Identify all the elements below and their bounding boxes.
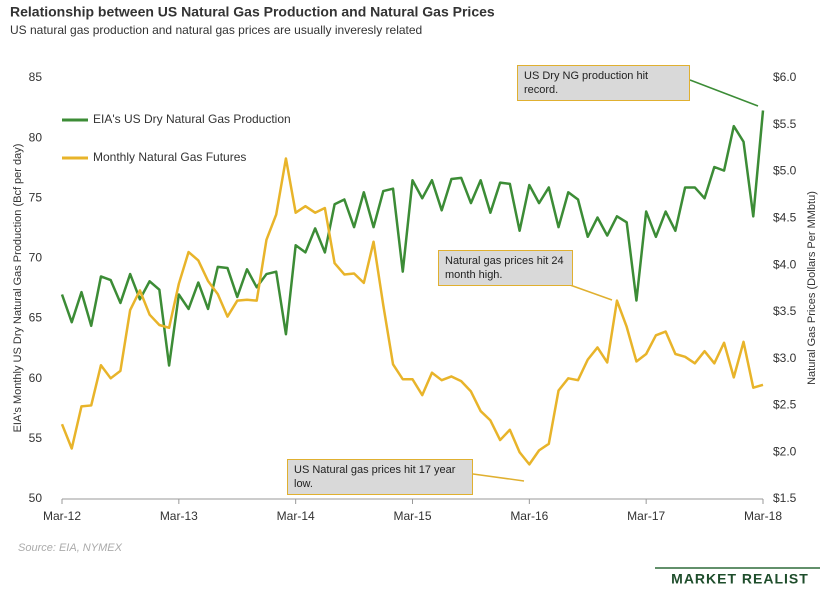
y-axis-title: EIA's Monthly US Dry Natural Gas Product… — [12, 144, 24, 433]
y2-tick-label: $5.0 — [773, 164, 797, 178]
annotation-arrow — [689, 79, 759, 107]
y2-tick-label: $1.5 — [773, 491, 797, 505]
x-tick-label: Mar-14 — [277, 509, 315, 523]
annotation: Natural gas prices hit 24 month high. — [438, 250, 573, 286]
y-tick-label: 85 — [29, 70, 43, 84]
logo: MARKET REALIST — [671, 571, 809, 587]
y-tick-label: 60 — [29, 371, 43, 385]
legend-label: EIA's US Dry Natural Gas Production — [93, 112, 291, 126]
y-tick-label: 80 — [29, 130, 43, 144]
y2-tick-label: $5.5 — [773, 117, 797, 131]
chart-subtitle: US natural gas production and natural ga… — [10, 23, 422, 37]
annotation-arrow — [569, 284, 613, 301]
x-tick-label: Mar-15 — [393, 509, 431, 523]
y2-tick-label: $6.0 — [773, 70, 797, 84]
y2-tick-label: $4.5 — [773, 211, 797, 225]
y-tick-label: 70 — [29, 251, 43, 265]
y2-tick-label: $2.0 — [773, 444, 797, 458]
series-line — [60, 157, 764, 466]
y-tick-label: 75 — [29, 190, 43, 204]
x-tick-label: Mar-16 — [510, 509, 548, 523]
x-tick-label: Mar-12 — [43, 509, 81, 523]
chart-title: Relationship between US Natural Gas Prod… — [10, 4, 495, 20]
annotation-arrow — [472, 473, 525, 482]
x-tick-label: Mar-17 — [627, 509, 665, 523]
annotation: US Natural gas prices hit 17 year low. — [287, 459, 473, 495]
y2-tick-label: $2.5 — [773, 398, 797, 412]
x-tick-label: Mar-13 — [160, 509, 198, 523]
annotation: US Dry NG production hit record. — [517, 65, 690, 101]
y-tick-label: 50 — [29, 491, 43, 505]
y2-tick-label: $3.0 — [773, 351, 797, 365]
y2-tick-label: $3.5 — [773, 304, 797, 318]
y-tick-label: 55 — [29, 431, 43, 445]
y-tick-label: 65 — [29, 311, 43, 325]
x-tick-label: Mar-18 — [744, 509, 782, 523]
source: Source: EIA, NYMEX — [18, 542, 123, 554]
legend-label: Monthly Natural Gas Futures — [93, 150, 246, 164]
y2-tick-label: $4.0 — [773, 257, 797, 271]
y2-axis-title: Natural Gas Prices (Dollars Per MMbtu) — [806, 191, 818, 385]
series-line — [60, 110, 765, 367]
